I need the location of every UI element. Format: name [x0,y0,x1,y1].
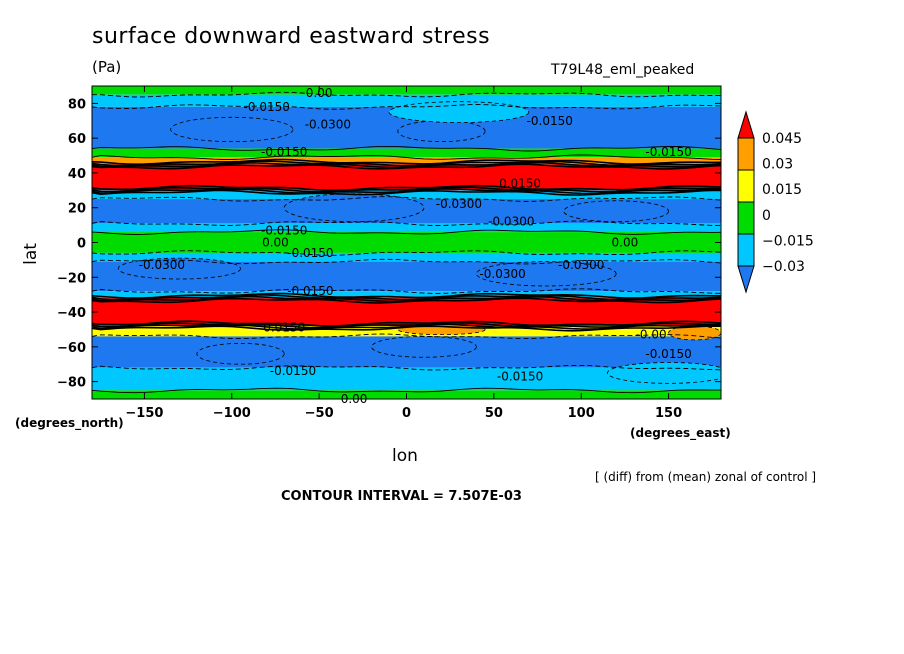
colorbar-top-arrow [737,110,755,139]
x-axis-label: lon [392,446,418,466]
field-patch [371,336,477,358]
contour-line [91,220,722,227]
y-tick-label: 80 [68,97,86,112]
lat-band [92,223,721,233]
colorbar-label: −0.03 [762,259,805,275]
field-patch [283,193,425,223]
y-tick-label: −80 [57,376,86,391]
contour-label: -0.0300 [305,117,351,131]
contour-line [91,288,722,294]
contour-label: 0.00 [262,236,289,250]
x-tick-label: −150 [125,406,163,421]
field-patch [475,261,617,287]
colorbar-label: 0.03 [762,157,793,173]
contour-label: 0.00 [612,236,639,250]
colorbar-swatch [737,233,755,267]
contour-line [91,320,722,327]
lat-band [92,291,721,299]
contour-line [91,145,722,152]
lat-band [92,94,721,107]
lat-band [92,157,721,165]
footnote: [ (diff) from (mean) zonal of control ] [595,470,817,484]
run-label: T79L48_eml_peaked [551,62,695,78]
units-label: (Pa) [92,58,122,76]
lat-band [92,252,721,262]
y-tick-label: −40 [57,306,86,321]
contour-label: -0.0300 [479,267,525,281]
contour-line [91,387,721,394]
colorbar-label: 0 [762,208,771,224]
x-tick-label: 0 [402,406,411,421]
chart-title: surface downward eastward stress [92,24,491,49]
y-unit-note: (degrees_north) [15,416,124,430]
x-unit-note: (degrees_east) [630,426,731,440]
contour-label: -0.0150 [287,246,333,260]
y-tick-label: −60 [57,341,86,356]
lat-band [92,148,721,158]
contour-line [91,154,722,161]
colorbar-label: −0.015 [762,233,814,249]
colorbar-label: 0.015 [762,182,802,198]
contour-label: -0.0150 [287,284,333,298]
contour-line [91,250,722,256]
contour-line [91,104,722,110]
lat-band [92,232,721,253]
colorbar-bottom-arrow [737,265,755,294]
field-patch [170,116,294,143]
colorbar-label: 0.045 [762,131,802,147]
contour-line [91,189,721,196]
contour-label: -0.0150 [497,369,543,383]
field-patch [607,362,721,384]
contour-line [91,229,722,235]
contour-label: -0.0150 [645,145,691,159]
contour-interval: CONTOUR INTERVAL = 7.507E-03 [281,489,522,504]
field-patch [196,342,285,365]
lat-band [92,367,721,391]
colorbar-swatch [737,137,755,171]
contour-line [91,158,722,166]
contour-label: -0.0150 [261,145,307,159]
contour-line [91,196,722,202]
x-tick-label: 50 [485,406,503,421]
contour-line [91,333,722,340]
contour-label: -0.0300 [139,258,185,272]
x-tick-label: 100 [568,406,595,421]
colorbar-swatch [737,201,755,235]
y-tick-label: 60 [68,132,86,147]
contour-label: -0.0150 [270,364,316,378]
contour-line [91,297,722,304]
contour-line [91,364,722,371]
field-patch [117,257,241,280]
contour-label: 0.0150 [263,321,305,335]
contour-line [91,163,722,170]
contour-label: -0.0150 [527,114,573,128]
y-tick-label: 0 [77,237,86,252]
contour-line [91,91,722,98]
contour-line [91,184,722,192]
x-tick-label: −50 [305,406,334,421]
contour-label: -0.00 [636,328,667,342]
x-tick-label: 150 [655,406,682,421]
contour-line [91,292,721,299]
lat-band [92,190,721,200]
contour-label: 0.0150 [499,176,541,190]
field-patch [397,120,486,143]
field-patch [563,200,669,223]
contour-label: -0.0150 [261,223,307,237]
y-tick-label: −20 [57,271,86,286]
contour-label: -0.0150 [244,100,290,114]
contour-label: 0.00 [306,86,333,100]
contour-label: -0.0300 [488,215,534,229]
x-tick-label: −100 [213,406,251,421]
contour-label: -0.0300 [558,258,604,272]
contour-line [91,325,722,332]
colorbar-swatch [737,169,755,203]
contour-line [91,258,722,265]
y-tick-label: 20 [68,202,86,217]
y-tick-label: 40 [68,167,86,182]
contour-label: -0.0300 [436,197,482,211]
field-patch [388,101,530,123]
contour-label: -0.0150 [645,347,691,361]
